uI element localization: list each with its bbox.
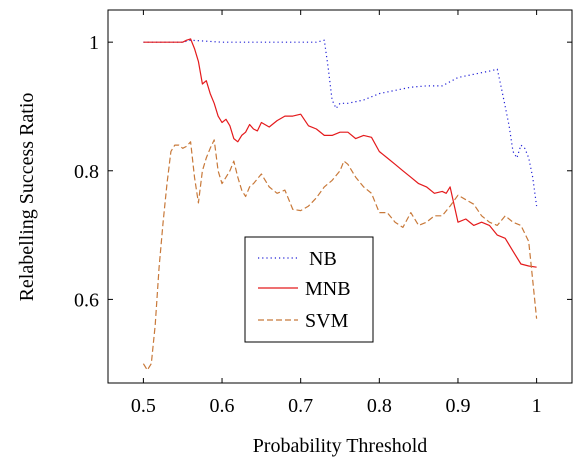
x-tick-label: 1 <box>532 395 542 417</box>
y-axis-label: Relabelling Success Ratio <box>16 93 38 302</box>
x-axis-label: Probability Threshold <box>253 435 428 457</box>
x-tick-label: 0.5 <box>131 395 156 417</box>
axes-layer: 0.5 0.6 0.7 0.8 0.9 1 0.6 0.8 1 <box>74 10 572 417</box>
x-tick-label: 0.6 <box>210 395 235 417</box>
series-line-nb <box>143 39 538 207</box>
legend: NB MNB SVM <box>244 236 374 343</box>
y-tick-label: 0.6 <box>74 289 99 311</box>
legend-box <box>244 236 374 343</box>
legend-label-svm: SVM <box>305 310 349 332</box>
legend-label-mnb: MNB <box>305 278 351 300</box>
y-tick-label: 1 <box>89 32 99 54</box>
y-tick-label: 0.8 <box>74 161 99 183</box>
x-tick-label: 0.8 <box>367 395 392 417</box>
series-line-mnb <box>143 38 537 268</box>
legend-label-nb: NB <box>309 248 337 270</box>
series-line-svm <box>142 139 538 371</box>
plot-frame <box>107 9 573 384</box>
x-tick-label: 0.9 <box>445 395 470 417</box>
x-tick-label: 0.7 <box>288 395 313 417</box>
series-layer <box>142 38 538 371</box>
